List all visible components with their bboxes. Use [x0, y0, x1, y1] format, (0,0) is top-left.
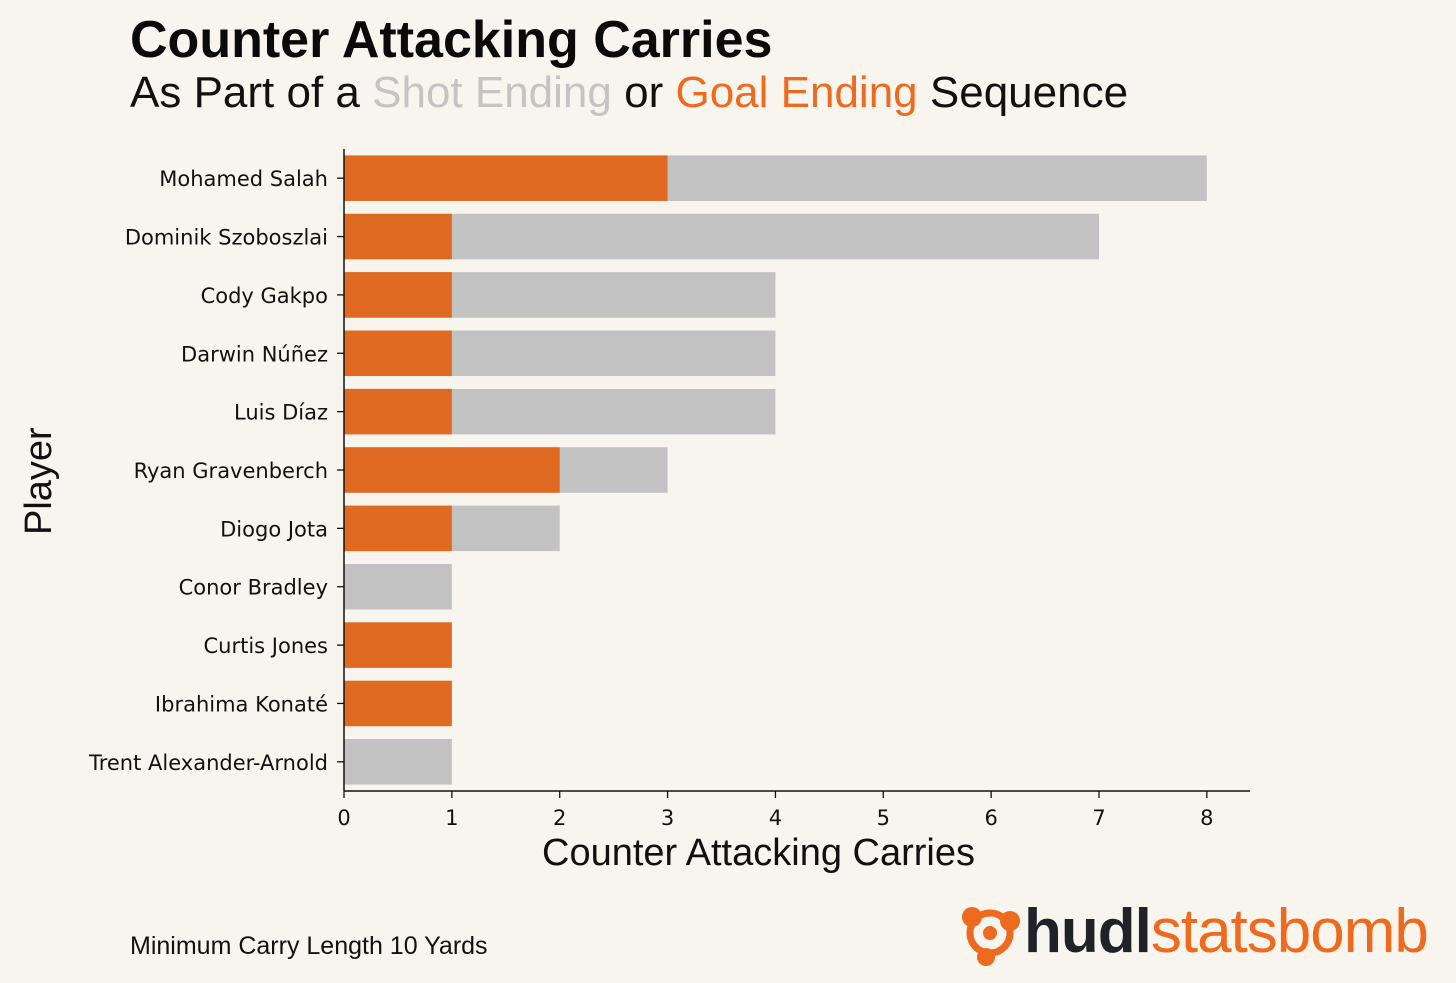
x-tick-label: 3: [661, 806, 674, 830]
statsbomb-logo-icon: [962, 906, 1020, 966]
subtitle-or: or: [624, 68, 664, 117]
y-tick-label: Trent Alexander-Arnold: [88, 751, 328, 775]
bar-shot-ending: [344, 213, 1099, 260]
bar-shot-ending: [344, 563, 452, 610]
footnote: Minimum Carry Length 10 Yards: [130, 932, 488, 960]
y-axis-label: Player: [18, 427, 60, 535]
bar-goal-ending: [344, 622, 452, 668]
y-tick-label: Curtis Jones: [203, 634, 328, 658]
subtitle-prefix: As Part of a: [130, 68, 360, 117]
bar-goal-ending: [344, 388, 452, 435]
chart-subtitle: As Part of a Shot Ending or Goal Ending …: [130, 66, 1128, 120]
bar-goal-ending: [344, 680, 452, 727]
bar-goal-ending: [344, 505, 452, 552]
bar-goal-ending: [344, 330, 452, 377]
x-tick-label: 8: [1200, 806, 1213, 830]
x-tick-label: 1: [445, 806, 458, 830]
y-tick-label: Dominik Szoboszlai: [125, 226, 328, 250]
y-tick-label: Cody Gakpo: [201, 284, 328, 308]
x-tick-label: 6: [984, 806, 997, 830]
y-tick-label: Darwin Núñez: [181, 342, 328, 366]
bar-goal-ending: [344, 213, 452, 260]
bar-goal-ending: [344, 272, 452, 318]
subtitle-shot-ending: Shot Ending: [372, 68, 612, 117]
subtitle-suffix: Sequence: [929, 68, 1129, 117]
subtitle-goal-ending: Goal Ending: [675, 68, 918, 117]
bar-goal-ending: [344, 155, 668, 201]
y-tick-label: Ryan Gravenberch: [134, 459, 328, 483]
bar-shot-ending: [344, 739, 452, 785]
x-tick-label: 0: [337, 806, 350, 830]
x-tick-label: 4: [769, 806, 782, 830]
y-tick-label: Mohamed Salah: [159, 167, 328, 191]
hudl-statsbomb-logo: hudl statsbomb: [956, 896, 1429, 967]
y-tick-label: Luis Díaz: [234, 401, 328, 425]
bar-goal-ending: [344, 447, 560, 493]
x-tick-label: 2: [553, 806, 566, 830]
chart-title: Counter Attacking Carries: [130, 11, 773, 69]
x-tick-label: 5: [877, 806, 890, 830]
y-tick-label: Ibrahima Konaté: [155, 692, 328, 716]
y-tick-label: Conor Bradley: [179, 576, 328, 600]
y-tick-label: Diogo Jota: [220, 517, 328, 541]
logo-text-statsbomb: statsbomb: [1150, 897, 1429, 966]
x-tick-label: 7: [1092, 806, 1105, 830]
x-axis-label: Counter Attacking Carries: [542, 832, 975, 874]
logo-text-hudl: hudl: [1024, 897, 1152, 966]
